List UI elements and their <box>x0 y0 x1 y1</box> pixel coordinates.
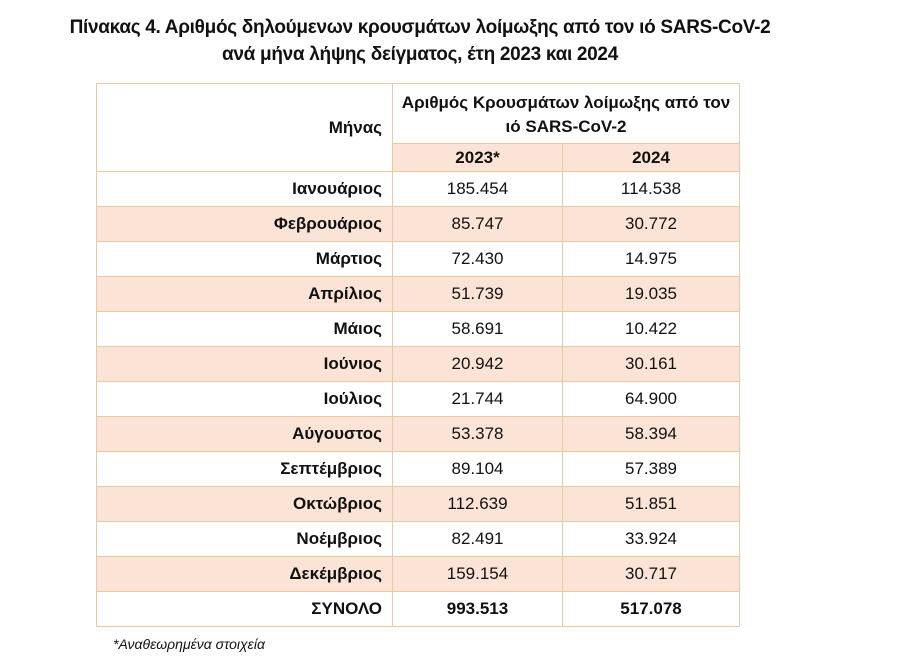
month-cell: Ιούλιος <box>96 381 393 417</box>
value-2023-cell: 89.104 <box>392 451 563 487</box>
table-row: Μάρτιος 72.430 14.975 <box>96 241 741 277</box>
table-title: Πίνακας 4. Αριθμός δηλούμενων κρουσμάτων… <box>0 14 840 68</box>
month-cell: Οκτώβριος <box>96 486 393 522</box>
year-2023-header: 2023* <box>392 143 563 172</box>
value-2023-cell: 82.491 <box>392 521 563 557</box>
cases-group-header: Αριθμός Κρουσμάτων λοίμωξης από τον ιό S… <box>391 83 741 144</box>
value-2023-cell: 72.430 <box>392 241 563 277</box>
month-cell: Δεκέμβριος <box>96 556 393 592</box>
covid-cases-table: Μήνας Αριθμός Κρουσμάτων λοίμωξης από το… <box>96 83 741 627</box>
value-2024-cell: 33.924 <box>561 521 741 557</box>
value-2024-cell: 10.422 <box>561 311 741 347</box>
header-row: Μήνας Αριθμός Κρουσμάτων λοίμωξης από το… <box>96 83 741 172</box>
month-cell: Μάιος <box>96 311 393 347</box>
value-2024-cell: 30.161 <box>561 346 741 382</box>
total-2023: 993.513 <box>392 591 563 627</box>
value-2024-cell: 14.975 <box>561 241 741 277</box>
month-column-header: Μήνας <box>96 83 393 172</box>
table-row: Ιούνιος 20.942 30.161 <box>96 346 741 382</box>
table-row: Φεβρουάριος 85.747 30.772 <box>96 206 741 242</box>
month-cell: Σεπτέμβριος <box>96 451 393 487</box>
value-2024-cell: 51.851 <box>561 486 741 522</box>
value-2023-cell: 53.378 <box>392 416 563 452</box>
table-row: Απρίλιος 51.739 19.035 <box>96 276 741 312</box>
value-2024-cell: 64.900 <box>561 381 741 417</box>
value-2023-cell: 20.942 <box>392 346 563 382</box>
value-2023-cell: 21.744 <box>392 381 563 417</box>
value-2023-cell: 85.747 <box>392 206 563 242</box>
title-line-2: ανά μήνα λήψης δείγματος, έτη 2023 και 2… <box>222 44 618 65</box>
month-cell: Μάρτιος <box>96 241 393 277</box>
table-row: Σεπτέμβριος 89.104 57.389 <box>96 451 741 487</box>
table-row: Ιανουάριος 185.454 114.538 <box>96 171 741 207</box>
table-row: Δεκέμβριος 159.154 30.717 <box>96 556 741 592</box>
value-2023-cell: 185.454 <box>392 171 563 207</box>
value-2024-cell: 114.538 <box>561 171 741 207</box>
value-2023-cell: 159.154 <box>392 556 563 592</box>
value-2024-cell: 19.035 <box>561 276 741 312</box>
table-row: Οκτώβριος 112.639 51.851 <box>96 486 741 522</box>
year-2024-header: 2024 <box>561 143 741 172</box>
value-2024-cell: 58.394 <box>561 416 741 452</box>
table-row: Νοέμβριος 82.491 33.924 <box>96 521 741 557</box>
total-row: ΣΥΝΟΛΟ 993.513 517.078 <box>96 591 741 627</box>
value-2024-cell: 30.772 <box>561 206 741 242</box>
value-2024-cell: 30.717 <box>561 556 741 592</box>
value-2023-cell: 51.739 <box>392 276 563 312</box>
year-header-row: 2023* 2024 <box>97 143 741 172</box>
title-line-1: Πίνακας 4. Αριθμός δηλούμενων κρουσμάτων… <box>69 17 771 38</box>
value-2023-cell: 58.691 <box>392 311 563 347</box>
month-cell: Αύγουστος <box>96 416 393 452</box>
footnote: *Αναθεωρημένα στοιχεία <box>113 636 265 652</box>
total-2024: 517.078 <box>561 591 741 627</box>
month-cell: Ιούνιος <box>96 346 393 382</box>
table-row: Μάιος 58.691 10.422 <box>96 311 741 347</box>
table-row: Ιούλιος 21.744 64.900 <box>96 381 741 417</box>
month-cell: Ιανουάριος <box>96 171 393 207</box>
month-cell: Νοέμβριος <box>96 521 393 557</box>
month-cell: Φεβρουάριος <box>96 206 393 242</box>
month-cell: Απρίλιος <box>96 276 393 312</box>
value-2024-cell: 57.389 <box>561 451 741 487</box>
value-2023-cell: 112.639 <box>392 486 563 522</box>
table-row: Αύγουστος 53.378 58.394 <box>96 416 741 452</box>
total-label: ΣΥΝΟΛΟ <box>96 591 393 627</box>
